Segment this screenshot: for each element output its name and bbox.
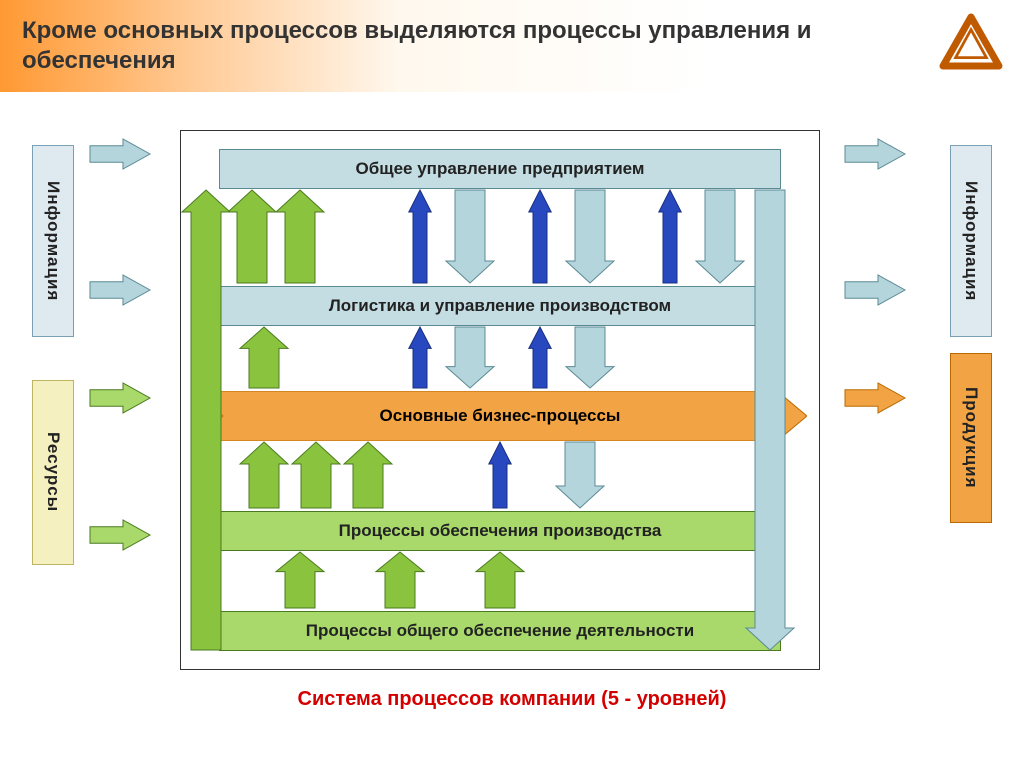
side-label-text: Информация bbox=[961, 181, 981, 301]
level-bar-supply: Процессы обеспечения производства bbox=[219, 511, 781, 551]
level-bar-general-supply: Процессы общего обеспечение деятельности bbox=[219, 611, 781, 651]
side-label-info-right: Информация bbox=[950, 145, 992, 337]
level-label: Процессы обеспечения производства bbox=[339, 521, 662, 541]
side-label-resources: Ресурсы bbox=[32, 380, 74, 565]
header-band: Кроме основных процессов выделяются проц… bbox=[0, 0, 1024, 92]
level-label: Основные бизнес-процессы bbox=[380, 406, 621, 426]
side-label-product: Продукция bbox=[950, 353, 992, 523]
caption-text: Система процессов компании (5 - уровней) bbox=[298, 688, 727, 710]
level-bar-core: Основные бизнес-процессы bbox=[193, 391, 807, 441]
caption: Система процессов компании (5 - уровней) bbox=[0, 688, 1024, 711]
level-label: Общее управление предприятием bbox=[356, 159, 645, 179]
level-bar-logistics: Логистика и управление производством bbox=[219, 286, 781, 326]
level-bar-management: Общее управление предприятием bbox=[219, 149, 781, 189]
side-label-info-left: Информация bbox=[32, 145, 74, 337]
page-title: Кроме основных процессов выделяются проц… bbox=[22, 16, 842, 76]
side-label-text: Продукция bbox=[961, 387, 981, 489]
logo-penrose-icon bbox=[936, 10, 1006, 80]
side-label-text: Ресурсы bbox=[43, 432, 63, 512]
side-label-text: Информация bbox=[43, 181, 63, 301]
level-label: Процессы общего обеспечение деятельности bbox=[306, 621, 694, 641]
process-system-box: Общее управление предприятием Логистика … bbox=[180, 130, 820, 670]
level-label: Логистика и управление производством bbox=[329, 296, 671, 316]
